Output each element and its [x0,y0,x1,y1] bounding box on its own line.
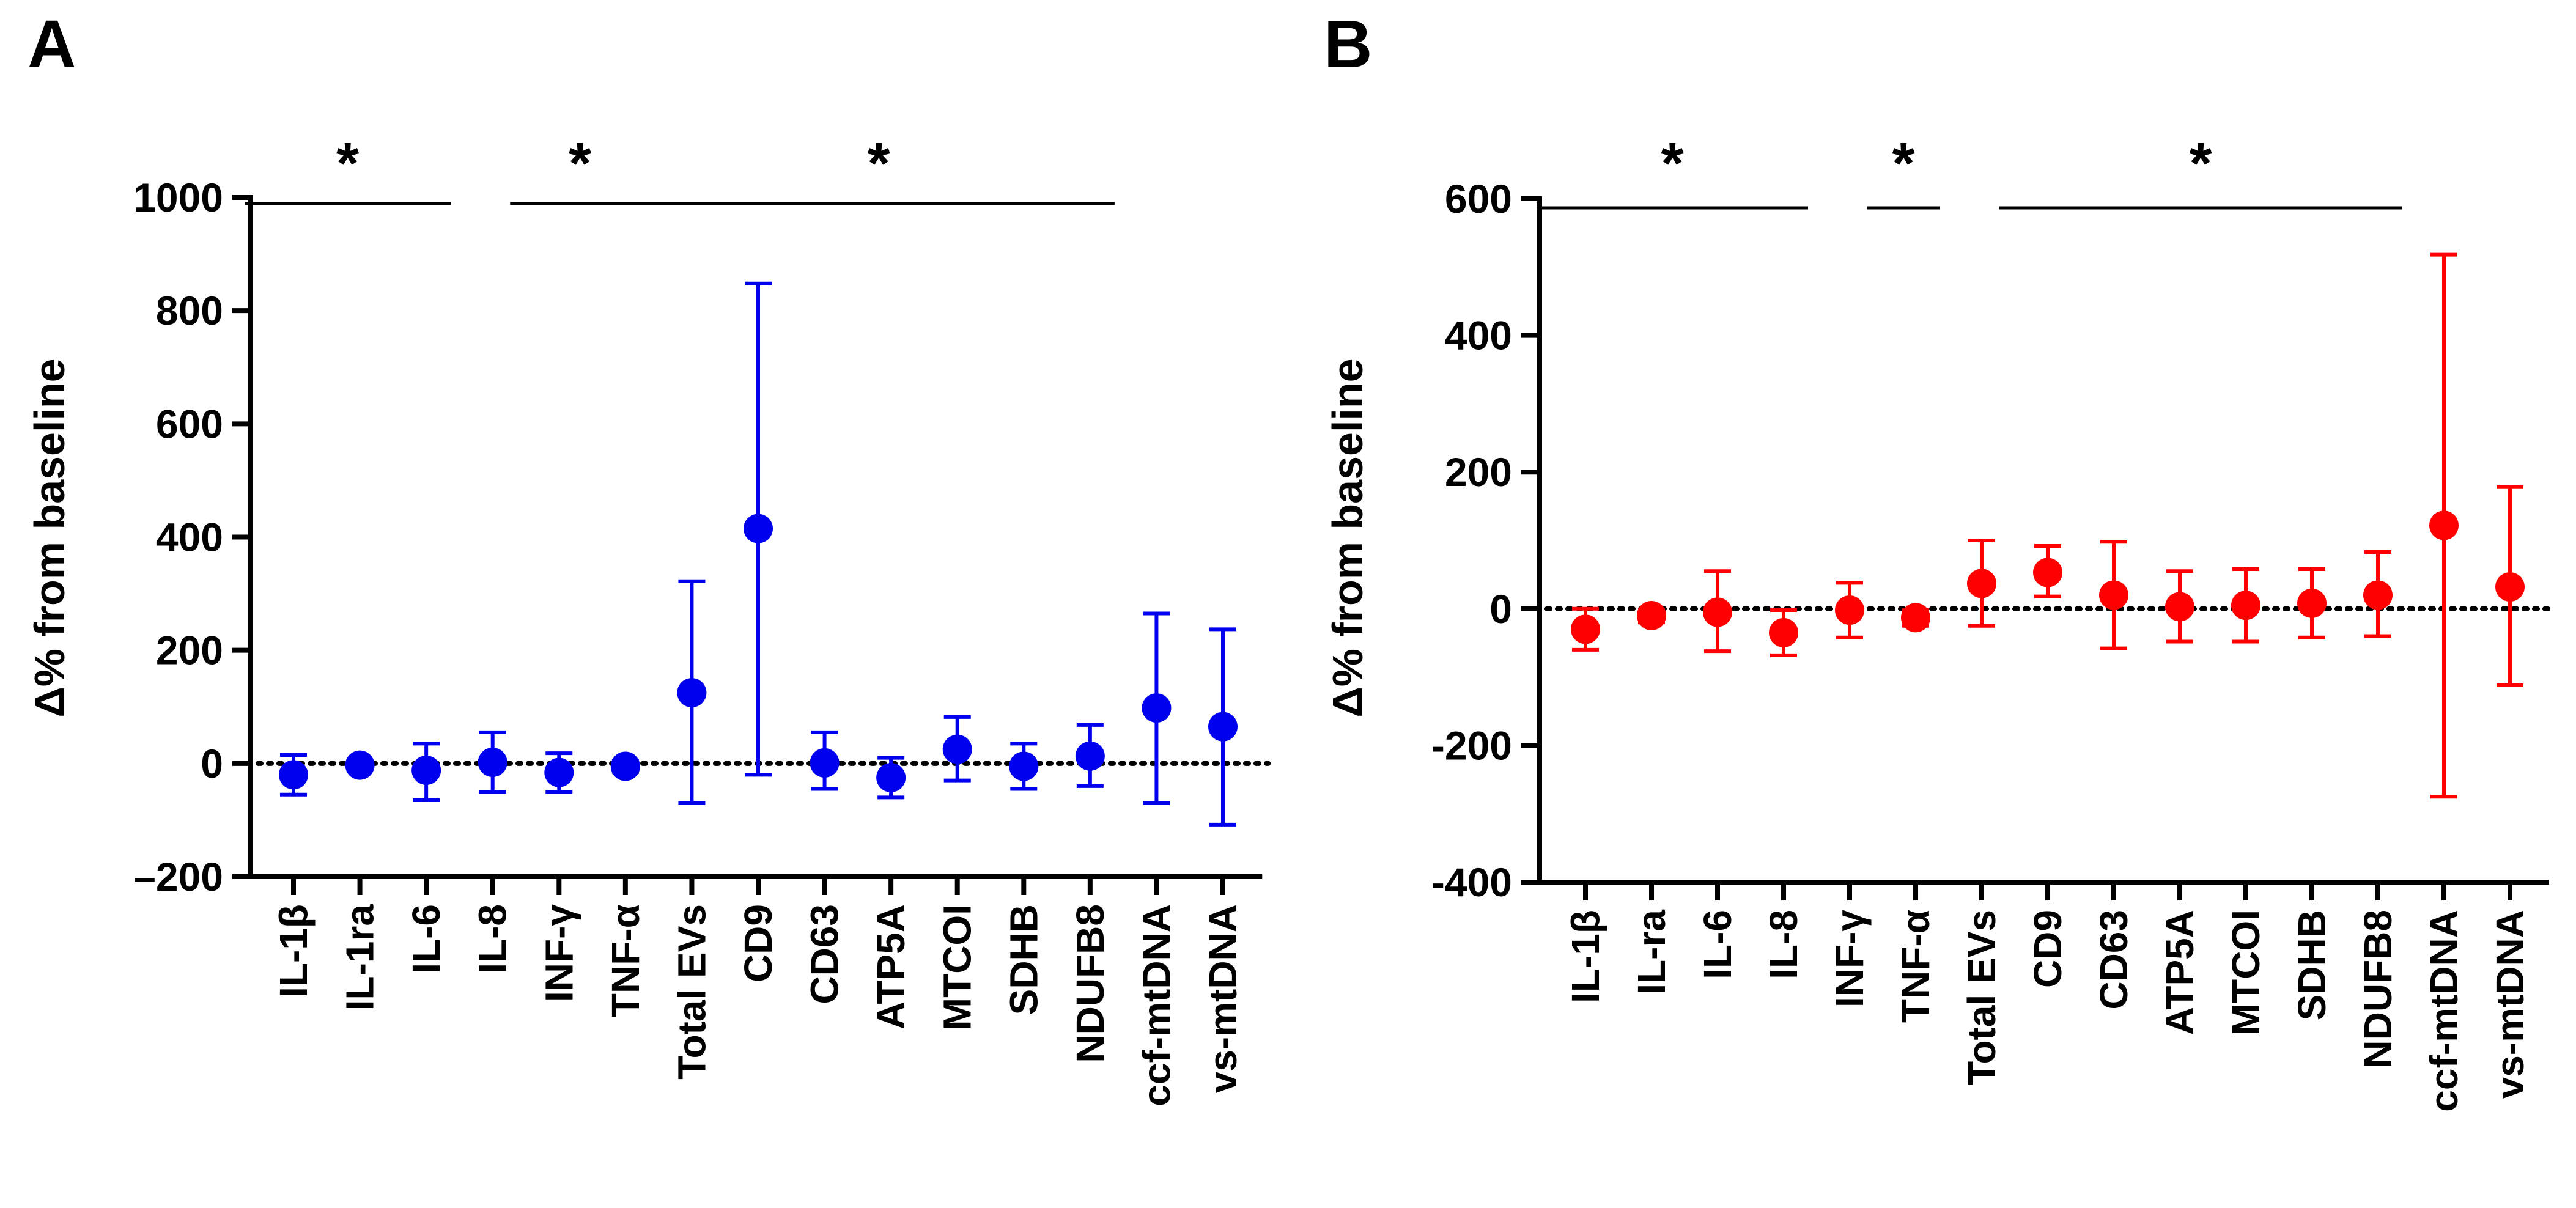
x-tick-label: ccf-mtDNA [1134,904,1178,1107]
data-point [2429,510,2459,540]
data-point [2231,591,2260,621]
y-tick-label: 800 [156,288,223,333]
significance-star: * [867,131,890,196]
data-point [1967,569,1996,598]
x-tick-label: CD63 [803,904,847,1004]
data-point [1208,712,1238,742]
y-tick-label: 1000 [133,175,223,220]
x-tick-label: IL-8 [1762,910,1806,979]
significance-star: * [1892,131,1915,196]
y-tick-label: 400 [156,515,223,560]
x-tick-label: Total EVs [670,904,714,1080]
panel-label: B [1324,7,1372,82]
y-tick-label: 200 [1445,449,1512,495]
data-point [1075,741,1105,771]
x-tick-label: vs-mtDNA [1201,904,1245,1093]
x-tick-label: IL-6 [404,904,448,974]
x-tick-label: MTCOI [936,904,980,1030]
x-tick-label: vs-mtDNA [2488,910,2532,1099]
data-point [1901,603,1930,633]
y-tick-label: 400 [1445,313,1512,358]
data-point [1769,617,1798,647]
data-point [1142,693,1172,723]
data-point [810,748,840,778]
x-tick-label: CD9 [2026,910,2070,988]
significance-star: * [336,131,360,196]
x-tick-label: ATP5A [869,904,913,1029]
y-axis-label: Δ% from baseline [1324,358,1371,717]
data-point [2297,588,2327,618]
data-point [744,514,773,543]
x-tick-label: IL-1ra [338,904,382,1011]
panel-b: B Δ% from baseline -400 -200 0 200 400 600 IL-1β… [1324,7,2558,1112]
y-tick-label: -400 [1431,860,1512,905]
y-tick-label: 0 [201,741,223,786]
significance-star: * [1661,131,1684,196]
data-point [1009,751,1039,781]
y-tick-label: 600 [1445,176,1512,221]
x-tick-label: IL-6 [1696,910,1740,979]
data-point [876,762,906,792]
data-point [610,751,640,781]
data-point [411,755,441,785]
y-axis-label: Δ% from baseline [26,358,73,717]
data-point [1835,595,1864,625]
x-tick-label: ATP5A [2158,910,2202,1035]
x-tick-label: SDHB [1002,904,1046,1015]
x-tick-label: NDUFB8 [2356,910,2400,1069]
data-point [677,678,707,708]
significance-star: * [2189,131,2212,196]
data-point [942,734,972,764]
x-tick-label: IL-1β [1563,910,1607,1003]
data-point [544,757,574,787]
data-point [478,747,507,777]
y-tick-label: 600 [156,401,223,446]
x-tick-label: TNF-α [1894,910,1938,1023]
data-point [1637,600,1666,630]
x-tick-label: IL-ra [1629,910,1674,995]
panel-a: A Δ% from baseline –200 0 200 400 600 800 1000 IL… [26,7,1271,1107]
x-tick-label: CD63 [2092,910,2136,1010]
data-point [1571,614,1600,644]
data-point [2099,580,2128,610]
data-point [2363,580,2393,610]
x-tick-label: INF-γ [537,904,581,1002]
x-tick-label: MTCOI [2224,910,2268,1036]
y-tick-label: -200 [1431,723,1512,768]
x-tick-label: SDHB [2290,910,2334,1020]
x-tick-label: INF-γ [1828,910,1872,1007]
x-tick-label: CD9 [736,904,780,982]
x-tick-label: Total EVs [1960,910,2004,1085]
y-tick-label: 200 [156,628,223,673]
data-point [2033,558,2062,587]
y-tick-label: 0 [1489,586,1512,632]
x-tick-label: IL-8 [471,904,515,974]
x-tick-label: IL-1β [271,904,316,998]
data-point [2495,572,2525,602]
x-tick-label: NDUFB8 [1068,904,1112,1063]
data-point [2165,592,2194,622]
data-point [345,750,375,780]
data-point [279,760,308,790]
panel-label: A [28,7,76,82]
x-tick-label: TNF-α [603,904,648,1017]
x-tick-label: ccf-mtDNA [2422,910,2466,1112]
y-tick-label: –200 [133,854,223,899]
significance-star: * [569,131,592,196]
data-point [1703,597,1732,627]
